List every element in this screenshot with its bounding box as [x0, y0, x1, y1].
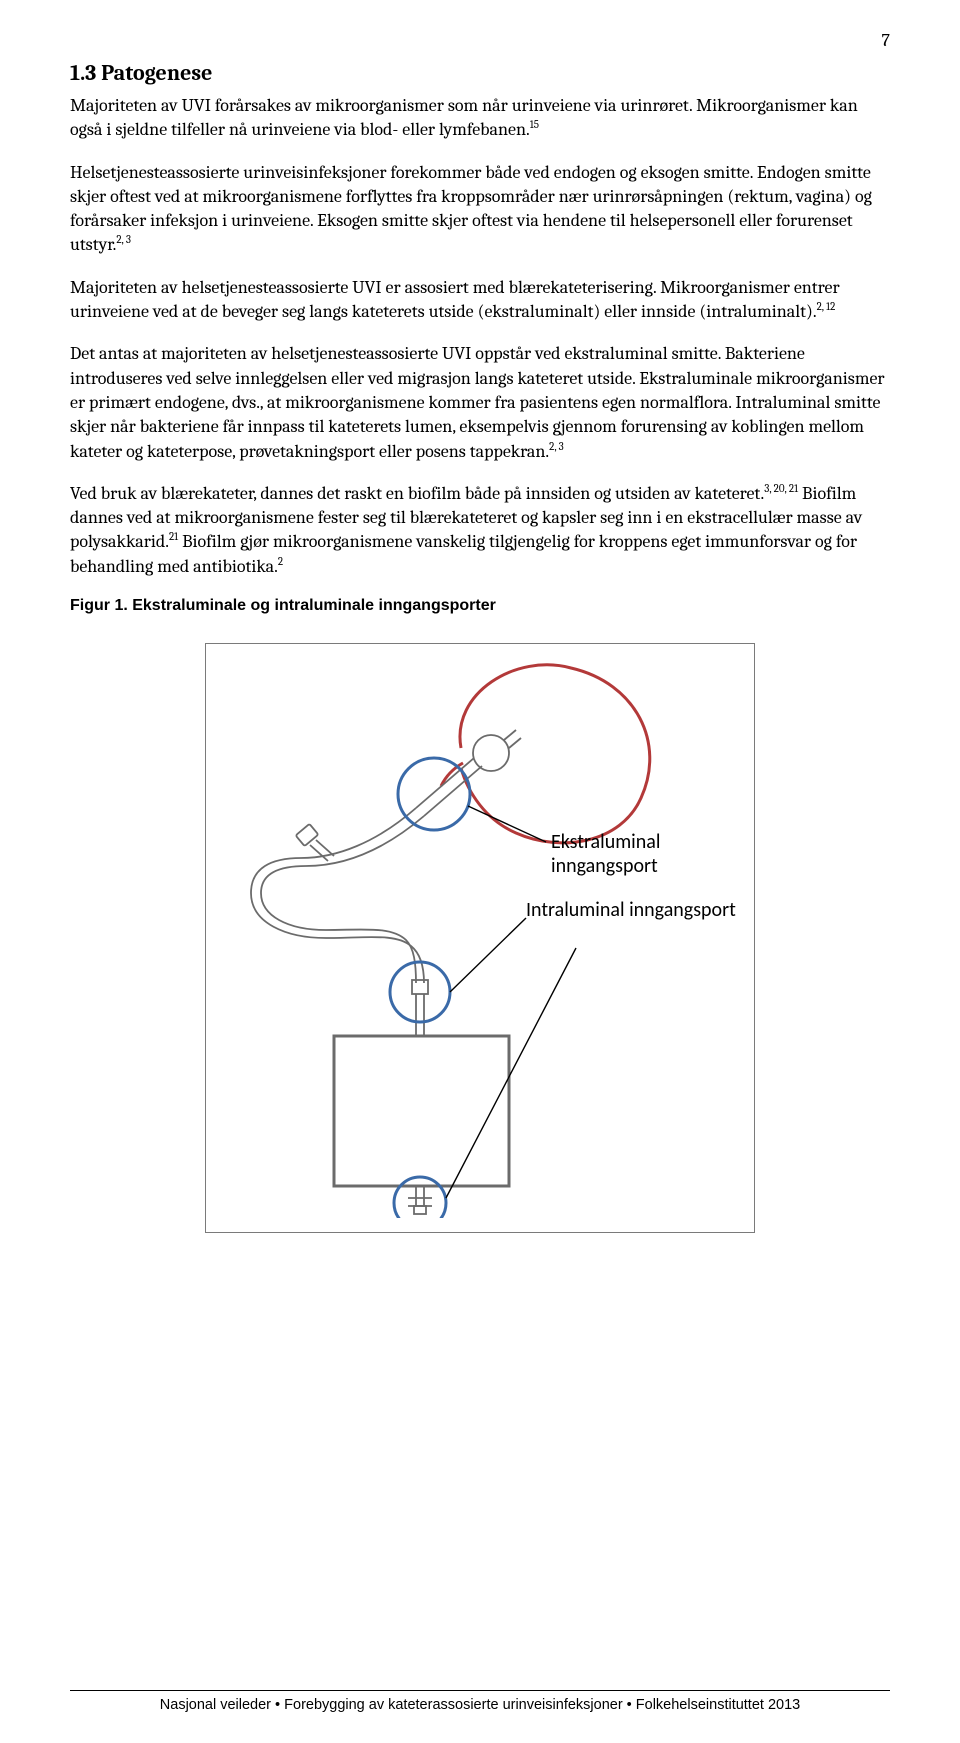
label-ekstraluminal-1: Ekstraluminal: [551, 830, 660, 854]
ref-sup: 15: [530, 118, 539, 131]
footer-text: Nasjonal veileder • Forebygging av katet…: [160, 1697, 800, 1713]
label-ekstraluminal-2: inngangsport: [551, 854, 658, 878]
figure-diagram: Ekstraluminal inngangsport Intraluminal …: [205, 643, 755, 1233]
page-footer: Nasjonal veileder • Forebygging av katet…: [70, 1660, 890, 1713]
figure-caption: Figur 1. Ekstraluminale og intraluminale…: [70, 597, 890, 615]
tube-connector: [412, 980, 428, 1008]
paragraph-3-text: Majoriteten av helsetjenesteassosierte U…: [70, 277, 840, 322]
page-number: 7: [882, 30, 890, 51]
label-intraluminal: Intraluminal inngangsport: [526, 898, 736, 922]
ref-sup: 2, 12: [817, 300, 836, 313]
diagram-svg: Ekstraluminal inngangsport Intraluminal …: [216, 658, 736, 1218]
leader-ekstraluminal: [468, 806, 546, 842]
drainage-bag: [334, 1036, 509, 1186]
paragraph-2-text: Helsetjenesteassosierte urinveisinfeksjo…: [70, 162, 872, 256]
leader-intraluminal-b: [446, 948, 576, 1198]
ref-sup: 21: [169, 530, 178, 543]
paragraph-3: Majoriteten av helsetjenesteassosierte U…: [70, 276, 890, 325]
ref-sup: 2, 3: [549, 440, 564, 453]
circle-ekstraluminal: [398, 758, 470, 830]
ref-sup: 2, 3: [116, 233, 131, 246]
paragraph-1: Majoriteten av UVI forårsakes av mikroor…: [70, 94, 890, 143]
catheter-tube: [251, 808, 424, 983]
footer-rule: [70, 1690, 890, 1691]
paragraph-5: Ved bruk av blærekateter, dannes det ras…: [70, 482, 890, 579]
paragraph-5-text-c: Biofilm gjør mikroorganismene vanskelig …: [70, 531, 857, 576]
paragraph-2: Helsetjenesteassosierte urinveisinfeksjo…: [70, 161, 890, 258]
circle-intraluminal-connector: [390, 962, 450, 1022]
paragraph-4: Det antas at majoriteten av helsetjenest…: [70, 342, 890, 463]
leader-intraluminal-a: [450, 918, 526, 992]
paragraph-4-text: Det antas at majoriteten av helsetjenest…: [70, 343, 885, 461]
section-heading: 1.3 Patogenese: [70, 60, 890, 86]
paragraph-1-text: Majoriteten av UVI forårsakes av mikroor…: [70, 95, 858, 140]
paragraph-5-text-a: Ved bruk av blærekateter, dannes det ras…: [70, 483, 764, 504]
ref-sup: 2: [278, 555, 283, 568]
bag-outlet: [408, 1186, 432, 1214]
ref-sup: 3, 20, 21: [764, 482, 798, 495]
diagram-frame: Ekstraluminal inngangsport Intraluminal …: [205, 643, 755, 1233]
